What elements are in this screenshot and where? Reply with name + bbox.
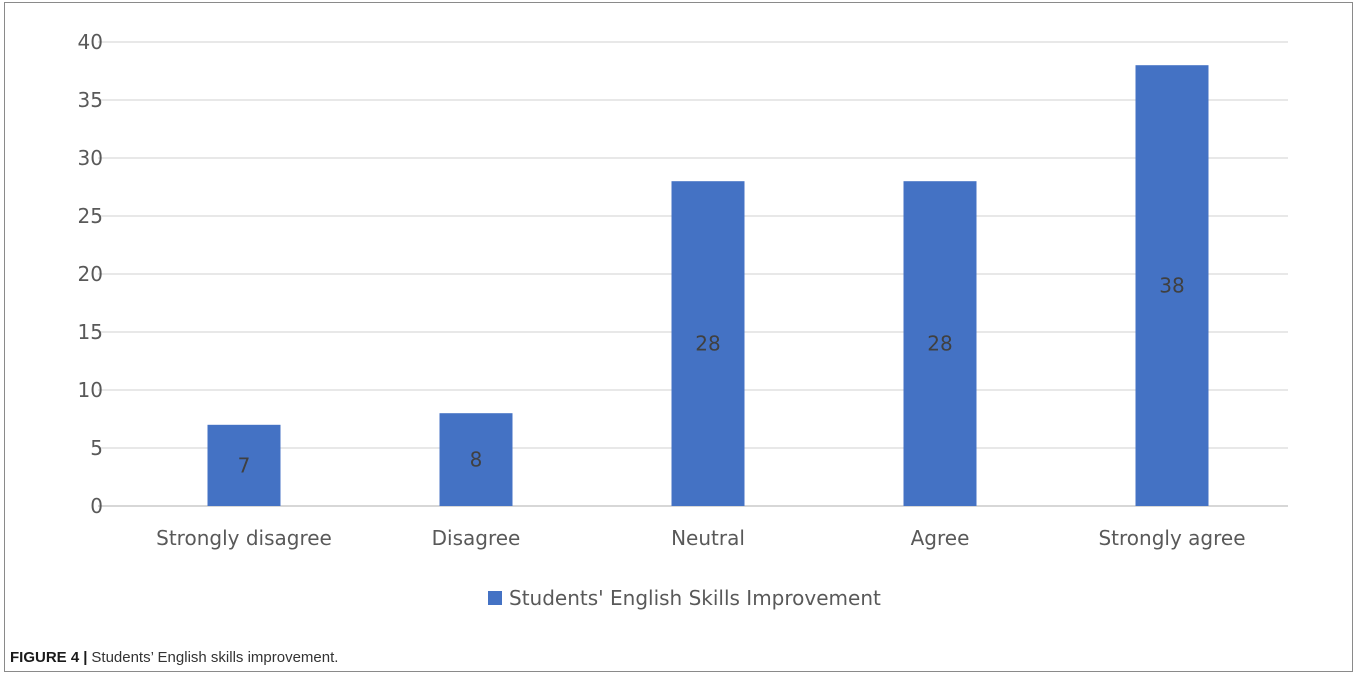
- figure-label: FIGURE 4: [10, 649, 80, 666]
- figure-caption: FIGURE 4 | Students’ English skills improv…: [10, 649, 338, 666]
- x-tick-label: Neutral: [671, 526, 745, 550]
- data-label: 28: [927, 332, 952, 356]
- bar: [1135, 65, 1209, 506]
- y-tick-label: 30: [78, 146, 103, 170]
- data-label: 8: [470, 448, 483, 472]
- bar: [903, 181, 977, 506]
- x-tick-label: Disagree: [432, 526, 521, 550]
- data-label: 7: [238, 453, 251, 477]
- data-label: 28: [695, 332, 720, 356]
- gridlines: [98, 41, 1288, 507]
- bar: [671, 181, 745, 506]
- chart-frame: [4, 2, 1353, 672]
- legend-label: Students' English Skills Improvement: [509, 586, 881, 610]
- bar: [439, 413, 513, 506]
- figure-caption-text: Students’ English skills improvement.: [91, 649, 339, 666]
- data-labels: 7 8 28 28 38: [238, 274, 1185, 478]
- x-tick-label: Agree: [911, 526, 970, 550]
- y-tick-label: 20: [78, 262, 103, 286]
- bar: [207, 424, 281, 506]
- y-axis-ticks: 0 5 10 15 20 25 30 35 40: [78, 30, 103, 518]
- y-tick-label: 5: [90, 436, 103, 460]
- figure-separator: |: [83, 649, 88, 666]
- y-tick-label: 10: [78, 378, 103, 402]
- x-tick-label: Strongly disagree: [156, 526, 332, 550]
- y-tick-label: 40: [78, 30, 103, 54]
- data-label: 38: [1159, 274, 1184, 298]
- x-axis-ticks: Strongly disagree Disagree Neutral Agree Str…: [156, 526, 1245, 550]
- x-tick-label: Strongly agree: [1098, 526, 1245, 550]
- legend: Students' English Skills Improvement: [488, 586, 881, 610]
- bars: [207, 65, 1209, 506]
- y-tick-label: 15: [78, 320, 103, 344]
- legend-swatch: [488, 591, 502, 605]
- y-tick-label: 35: [78, 88, 103, 112]
- y-tick-label: 25: [78, 204, 103, 228]
- y-tick-label: 0: [90, 494, 103, 518]
